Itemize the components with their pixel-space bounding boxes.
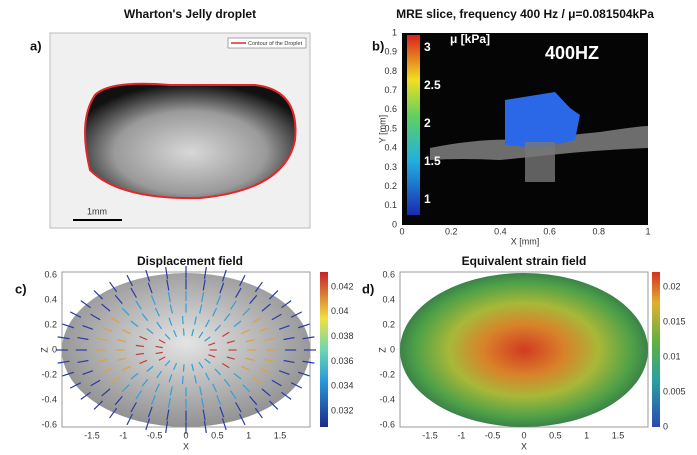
strain-field xyxy=(400,273,648,427)
panel-label: b) xyxy=(372,38,384,53)
y-tick-label: -0.2 xyxy=(379,369,395,379)
page: Contour of the Droplet 1mm 400HZ μ [kPa]… xyxy=(0,0,697,455)
colorbar-tick-label: 0 xyxy=(663,421,668,431)
x-tick-label: -1 xyxy=(119,430,127,440)
tissue xyxy=(525,142,555,182)
y-tick-label: 0.6 xyxy=(44,269,57,279)
colorbar-tick-label: 0.02 xyxy=(663,281,681,291)
colorbar-tick-label: 0.038 xyxy=(331,331,354,341)
colorbar-tick-label: 0.005 xyxy=(663,386,686,396)
colorbar-tick-label: 0.04 xyxy=(331,306,349,316)
y-tick-label: -0.4 xyxy=(379,394,395,404)
panel-label: d) xyxy=(362,281,374,296)
x-tick-label: 0.6 xyxy=(543,226,556,236)
x-tick-label: -0.5 xyxy=(485,430,501,440)
x-tick-label: 1 xyxy=(645,226,650,236)
y-tick-label: 0.3 xyxy=(384,162,397,172)
x-tick-label: 1.5 xyxy=(274,430,287,440)
colorbar-tick-label: 2 xyxy=(424,116,431,130)
x-tick-label: -0.5 xyxy=(147,430,163,440)
y-tick-label: 0.2 xyxy=(382,319,395,329)
colorbar xyxy=(407,35,420,215)
arrow xyxy=(183,316,184,324)
x-axis-label: X [mm] xyxy=(511,236,540,246)
y-tick-label: 0.7 xyxy=(384,85,397,95)
y-tick-label: 0 xyxy=(52,344,57,354)
scale-text: 1mm xyxy=(87,206,107,216)
x-tick-label: 0.2 xyxy=(445,226,458,236)
colorbar-tick-label: 1 xyxy=(424,192,431,206)
panel-title: Displacement field xyxy=(137,254,243,268)
y-tick-label: -0.2 xyxy=(41,369,57,379)
y-tick-label: -0.6 xyxy=(41,419,57,429)
y-tick-label: 0.4 xyxy=(382,294,395,304)
arrow xyxy=(183,364,184,371)
x-tick-label: 1.5 xyxy=(612,430,625,440)
arrow xyxy=(183,376,184,384)
x-tick-label: 0.4 xyxy=(494,226,507,236)
y-axis-label: Z xyxy=(39,347,49,353)
y-tick-label: 0.2 xyxy=(44,319,57,329)
y-tick-label: 0 xyxy=(390,344,395,354)
colorbar-title: μ [kPa] xyxy=(450,32,490,46)
colorbar-tick-label: 1.5 xyxy=(424,154,441,168)
figure: Contour of the Droplet 1mm 400HZ μ [kPa]… xyxy=(0,0,697,455)
arrow xyxy=(183,328,184,335)
x-tick-label: -1.5 xyxy=(84,430,100,440)
y-tick-label: 0.8 xyxy=(384,66,397,76)
y-tick-label: 0.6 xyxy=(384,104,397,114)
x-tick-label: 1 xyxy=(246,430,251,440)
x-tick-label: 0 xyxy=(399,226,404,236)
colorbar-tick-label: 0.015 xyxy=(663,316,686,326)
y-tick-label: 0.4 xyxy=(44,294,57,304)
x-tick-label: -1.5 xyxy=(422,430,438,440)
panel-label: a) xyxy=(30,38,42,53)
x-tick-label: 0.5 xyxy=(211,430,224,440)
droplet xyxy=(85,84,295,198)
overlay-text: 400HZ xyxy=(545,43,599,63)
x-axis-label: X xyxy=(183,441,189,451)
panel-title: MRE slice, frequency 400 Hz / μ=0.081504… xyxy=(396,7,654,21)
colorbar-tick-label: 0.032 xyxy=(331,405,354,415)
y-tick-label: 0.2 xyxy=(384,181,397,191)
colorbar-tick-label: 3 xyxy=(424,40,431,54)
colorbar-tick-label: 0.042 xyxy=(331,281,354,291)
panel-title: Equivalent strain field xyxy=(462,254,587,268)
colorbar-tick-label: 0.01 xyxy=(663,351,681,361)
x-tick-label: 0.8 xyxy=(593,226,606,236)
y-tick-label: 0.9 xyxy=(384,47,397,57)
y-tick-label: 0.6 xyxy=(382,269,395,279)
colorbar xyxy=(320,272,328,427)
colorbar-tick-label: 2.5 xyxy=(424,78,441,92)
y-tick-label: -0.6 xyxy=(379,419,395,429)
x-tick-label: 0 xyxy=(183,430,188,440)
y-axis-label: Z xyxy=(377,347,387,353)
x-tick-label: 0.5 xyxy=(549,430,562,440)
panel-label: c) xyxy=(15,281,27,296)
y-tick-label: 1 xyxy=(392,27,397,37)
colorbar-tick-label: 0.036 xyxy=(331,356,354,366)
colorbar-tick-label: 0.034 xyxy=(331,381,354,391)
x-tick-label: -1 xyxy=(457,430,465,440)
y-tick-label: -0.4 xyxy=(41,394,57,404)
x-axis-label: X xyxy=(521,441,527,451)
y-tick-label: 0 xyxy=(392,219,397,229)
x-tick-label: 1 xyxy=(584,430,589,440)
y-tick-label: 0.1 xyxy=(384,200,397,210)
y-axis-label: Y [mm] xyxy=(377,115,387,143)
legend-text: Contour of the Droplet xyxy=(248,41,303,47)
x-tick-label: 0 xyxy=(521,430,526,440)
colorbar xyxy=(652,272,660,427)
panel-title: Wharton's Jelly droplet xyxy=(124,7,256,21)
